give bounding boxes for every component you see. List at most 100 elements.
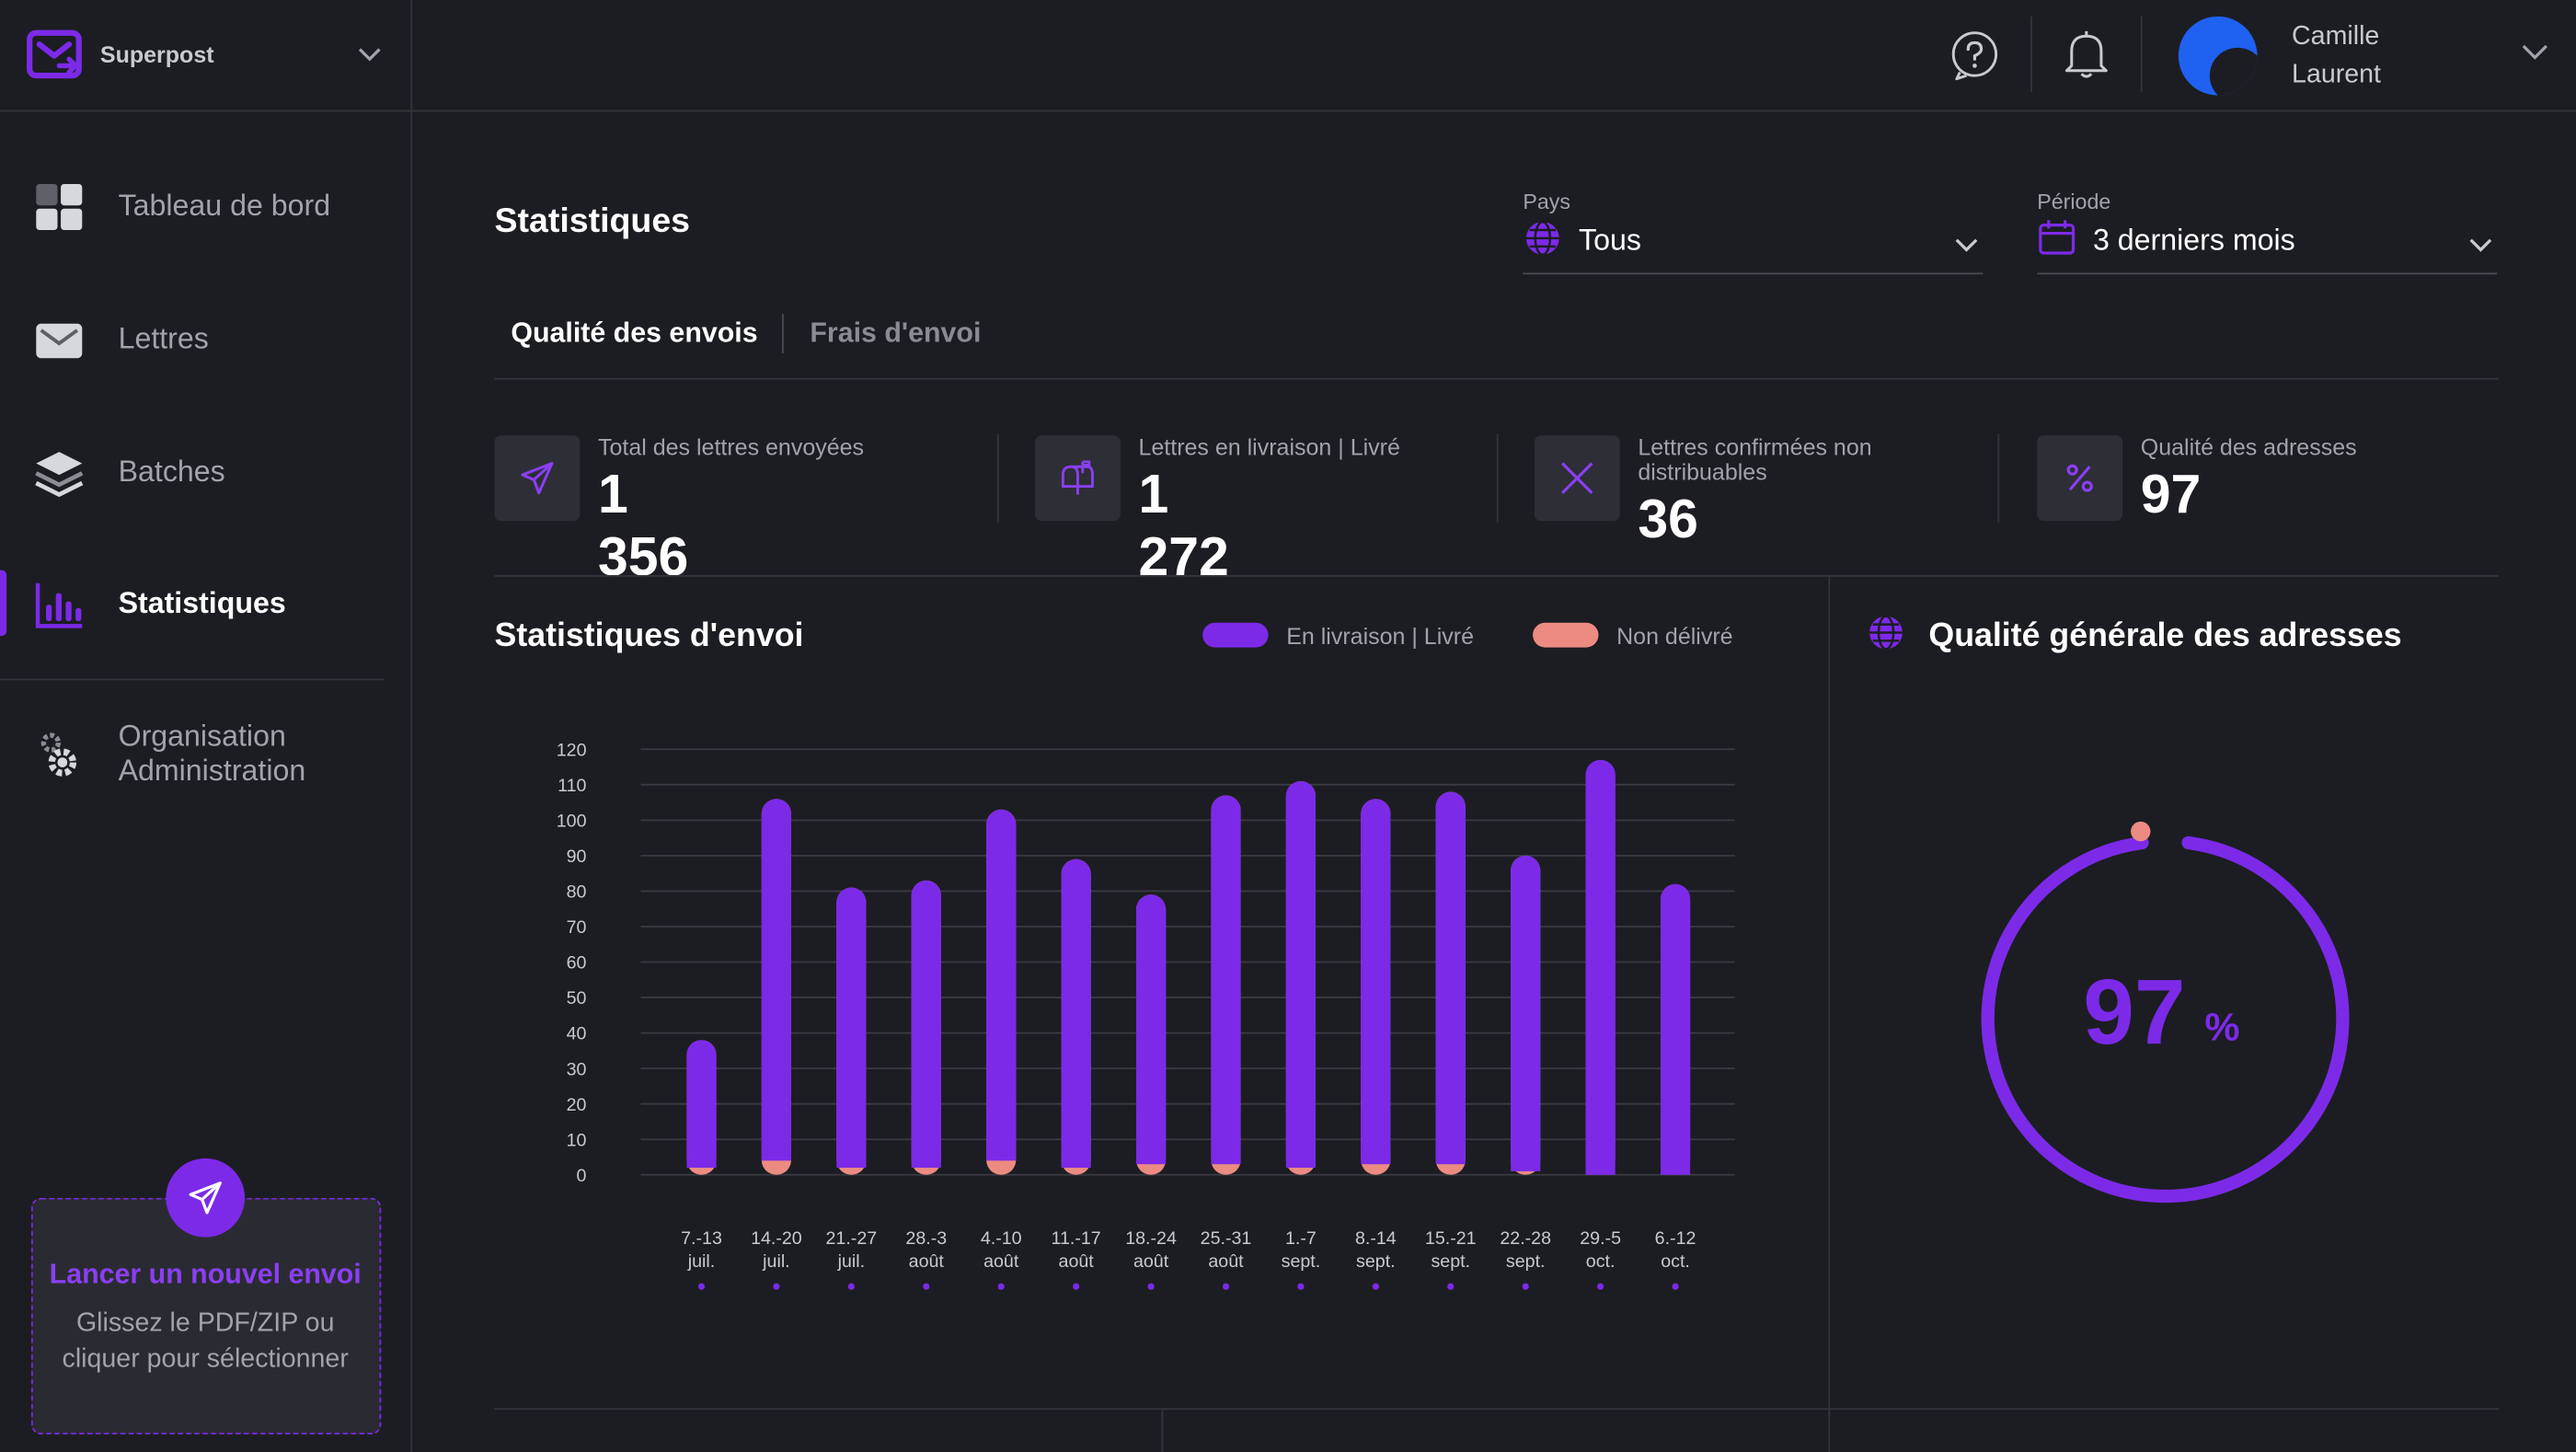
bar-delivered-body [1435, 806, 1466, 1165]
sidebar-item-letters[interactable]: Lettres [0, 305, 412, 371]
organization-switcher[interactable]: Superpost [0, 0, 413, 112]
percent-icon [2066, 464, 2093, 492]
sidebar-item-label: Organisation Administration [118, 720, 306, 788]
x-tick-label: 14.-20 [751, 1228, 802, 1249]
chevron-down-icon [1955, 238, 1978, 252]
x-tick-dot [1672, 1283, 1679, 1290]
legend-label-delivered: En livraison | Livré [1286, 622, 1475, 650]
bar-delivered-body [1361, 813, 1391, 1165]
help-icon[interactable] [1949, 29, 2001, 82]
kpi-value: 97 [2140, 463, 2202, 524]
x-tick-label: juil. [837, 1251, 865, 1272]
divider [494, 1408, 1829, 1411]
tab-shipping-quality[interactable]: Qualité des envois [511, 317, 758, 349]
x-tick-label: août [909, 1251, 945, 1272]
close-icon [1561, 462, 1593, 494]
x-tick-dot [773, 1283, 780, 1290]
x-tick-label: oct. [1586, 1251, 1616, 1272]
x-tick-dot [1372, 1283, 1379, 1290]
globe-icon [1525, 220, 1559, 257]
kpi-label: Lettres confirmées non distribuables [1638, 433, 1872, 485]
tab-divider [781, 314, 784, 353]
x-tick-label: août [1208, 1251, 1244, 1272]
calendar-icon [2039, 220, 2076, 255]
x-tick-label: 15.-21 [1425, 1228, 1477, 1249]
x-tick-label: août [1133, 1251, 1169, 1272]
country-value: Tous [1579, 223, 1641, 257]
layers-icon [35, 452, 84, 498]
x-tick-dot [997, 1283, 1005, 1290]
divider [1830, 1408, 2500, 1411]
x-tick-dot [1222, 1283, 1230, 1290]
sidebar-item-label: Tableau de bord [118, 189, 331, 223]
divider [494, 574, 2500, 577]
brand-name: Superpost [99, 40, 214, 68]
mailbox-icon [1061, 460, 1094, 495]
gauge-marker-undelivered [2131, 821, 2151, 842]
sidebar-item-label: Statistiques [118, 586, 286, 620]
sidebar-item-batches[interactable]: Batches [0, 439, 412, 504]
bar-delivered-body [686, 1054, 717, 1169]
y-tick-label: 70 [567, 917, 587, 938]
sidebar-divider [0, 678, 385, 681]
x-tick-dot [1597, 1283, 1604, 1290]
bar-delivered-body [836, 902, 867, 1169]
upload-dropzone[interactable]: Lancer un nouvel envoi Glissez le PDF/ZI… [30, 1197, 382, 1435]
period-select[interactable]: Période 3 derniers mois [2037, 188, 2498, 275]
y-tick-label: 110 [558, 776, 586, 796]
country-select[interactable]: Pays Tous [1523, 188, 1984, 275]
globe-icon [1869, 615, 1903, 651]
kpi-value: 1 272 [1138, 463, 1229, 587]
period-label: Période [2037, 189, 2111, 214]
bar-delivered-body [761, 813, 791, 1161]
x-tick-label: 28.-3 [905, 1228, 947, 1249]
chevron-down-icon [358, 48, 381, 62]
y-tick-label: 120 [557, 740, 587, 760]
x-tick-label: 7.-13 [681, 1228, 722, 1249]
send-icon [521, 462, 554, 495]
sidebar-item-dashboard[interactable]: Tableau de bord [0, 172, 412, 237]
x-tick-label: oct. [1661, 1251, 1690, 1272]
bar-delivered-body [1061, 873, 1091, 1169]
gear-icon [40, 732, 77, 777]
x-tick-dot [1147, 1283, 1155, 1290]
divider [494, 377, 2500, 380]
x-tick-dot [1073, 1283, 1080, 1290]
topbar-divider [2140, 16, 2143, 92]
new-send-button[interactable] [166, 1158, 246, 1238]
sidebar: Superpost Tableau de bord Lettres [0, 0, 413, 1452]
bar-chart-icon [35, 582, 83, 628]
x-tick-dot [697, 1283, 706, 1290]
address-quality-title: Qualité générale des adresses [1928, 617, 2402, 654]
tab-shipping-costs[interactable]: Frais d'envoi [810, 317, 982, 349]
send-icon [189, 1181, 222, 1215]
divider [1161, 1410, 1164, 1452]
y-tick-label: 0 [577, 1166, 587, 1186]
x-tick-label: juil. [687, 1251, 715, 1272]
envelope-icon [36, 323, 83, 359]
sidebar-item-statistics[interactable]: Statistiques [0, 570, 412, 637]
x-tick-label: 1.-7 [1285, 1228, 1317, 1249]
kpi-label: Lettres en livraison | Livré [1138, 433, 1400, 460]
user-name[interactable]: Camille Laurent [2292, 22, 2381, 89]
x-tick-label: 29.-5 [1580, 1228, 1621, 1249]
legend-swatch-undelivered [1533, 622, 1599, 648]
sidebar-item-organization-admin[interactable]: Organisation Administration [0, 718, 412, 800]
x-tick-label: 18.-24 [1125, 1228, 1177, 1249]
y-tick-label: 50 [567, 988, 587, 1008]
kpi-value: 1 356 [597, 463, 689, 587]
y-tick-label: 80 [567, 882, 587, 903]
x-tick-label: sept. [1506, 1251, 1546, 1272]
y-tick-label: 30 [567, 1059, 587, 1079]
x-tick-dot [1522, 1283, 1529, 1290]
sidebar-item-label: Lettres [118, 321, 209, 355]
bell-icon[interactable] [2062, 28, 2111, 80]
x-tick-label: août [983, 1251, 1019, 1272]
avatar[interactable] [2178, 16, 2258, 96]
chevron-down-icon[interactable] [2520, 42, 2549, 62]
kpi-value: 36 [1638, 488, 1698, 549]
sidebar-item-label: Batches [118, 455, 225, 489]
x-tick-label: sept. [1431, 1251, 1470, 1272]
country-label: Pays [1523, 189, 1570, 214]
bar-delivered-body [1135, 909, 1167, 1165]
